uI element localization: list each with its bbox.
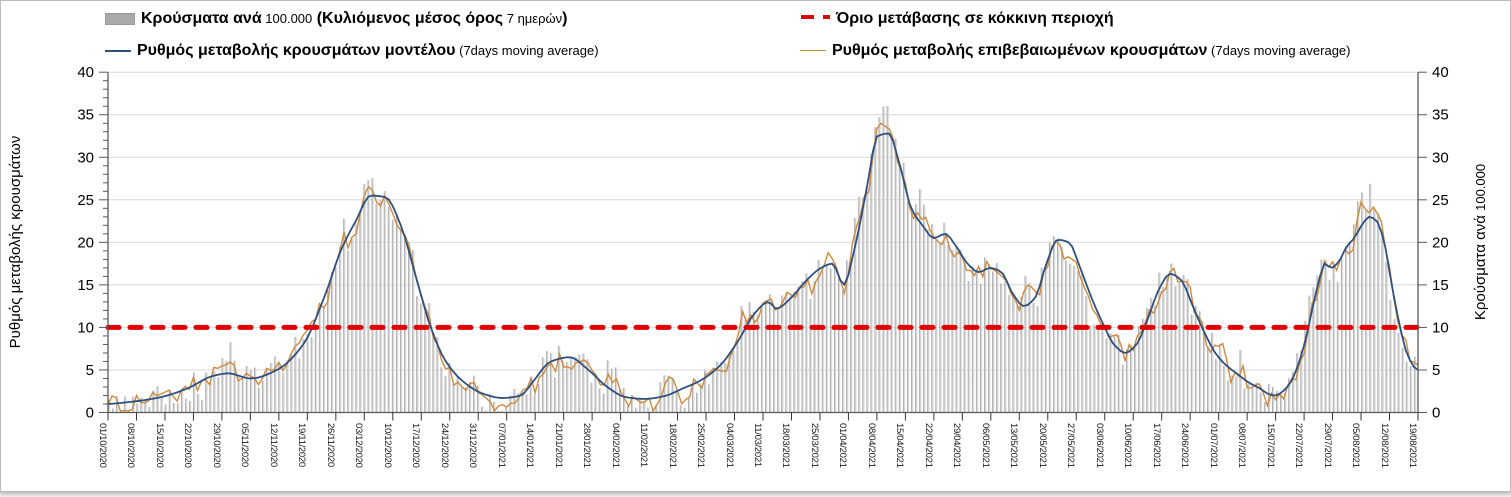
svg-text:25: 25 bbox=[77, 192, 94, 209]
svg-text:0: 0 bbox=[1432, 405, 1440, 422]
svg-text:10: 10 bbox=[77, 319, 94, 336]
svg-text:20: 20 bbox=[1432, 234, 1449, 251]
svg-text:25: 25 bbox=[1432, 192, 1449, 209]
svg-text:10: 10 bbox=[1432, 319, 1449, 336]
svg-text:15: 15 bbox=[1432, 277, 1449, 294]
svg-text:30: 30 bbox=[77, 149, 94, 166]
svg-text:35: 35 bbox=[77, 107, 94, 124]
svg-text:5: 5 bbox=[1432, 362, 1440, 379]
svg-text:5: 5 bbox=[86, 362, 94, 379]
svg-text:30: 30 bbox=[1432, 149, 1449, 166]
svg-text:0: 0 bbox=[86, 405, 94, 422]
svg-text:20: 20 bbox=[77, 234, 94, 251]
svg-text:15: 15 bbox=[77, 277, 94, 294]
svg-text:35: 35 bbox=[1432, 107, 1449, 124]
